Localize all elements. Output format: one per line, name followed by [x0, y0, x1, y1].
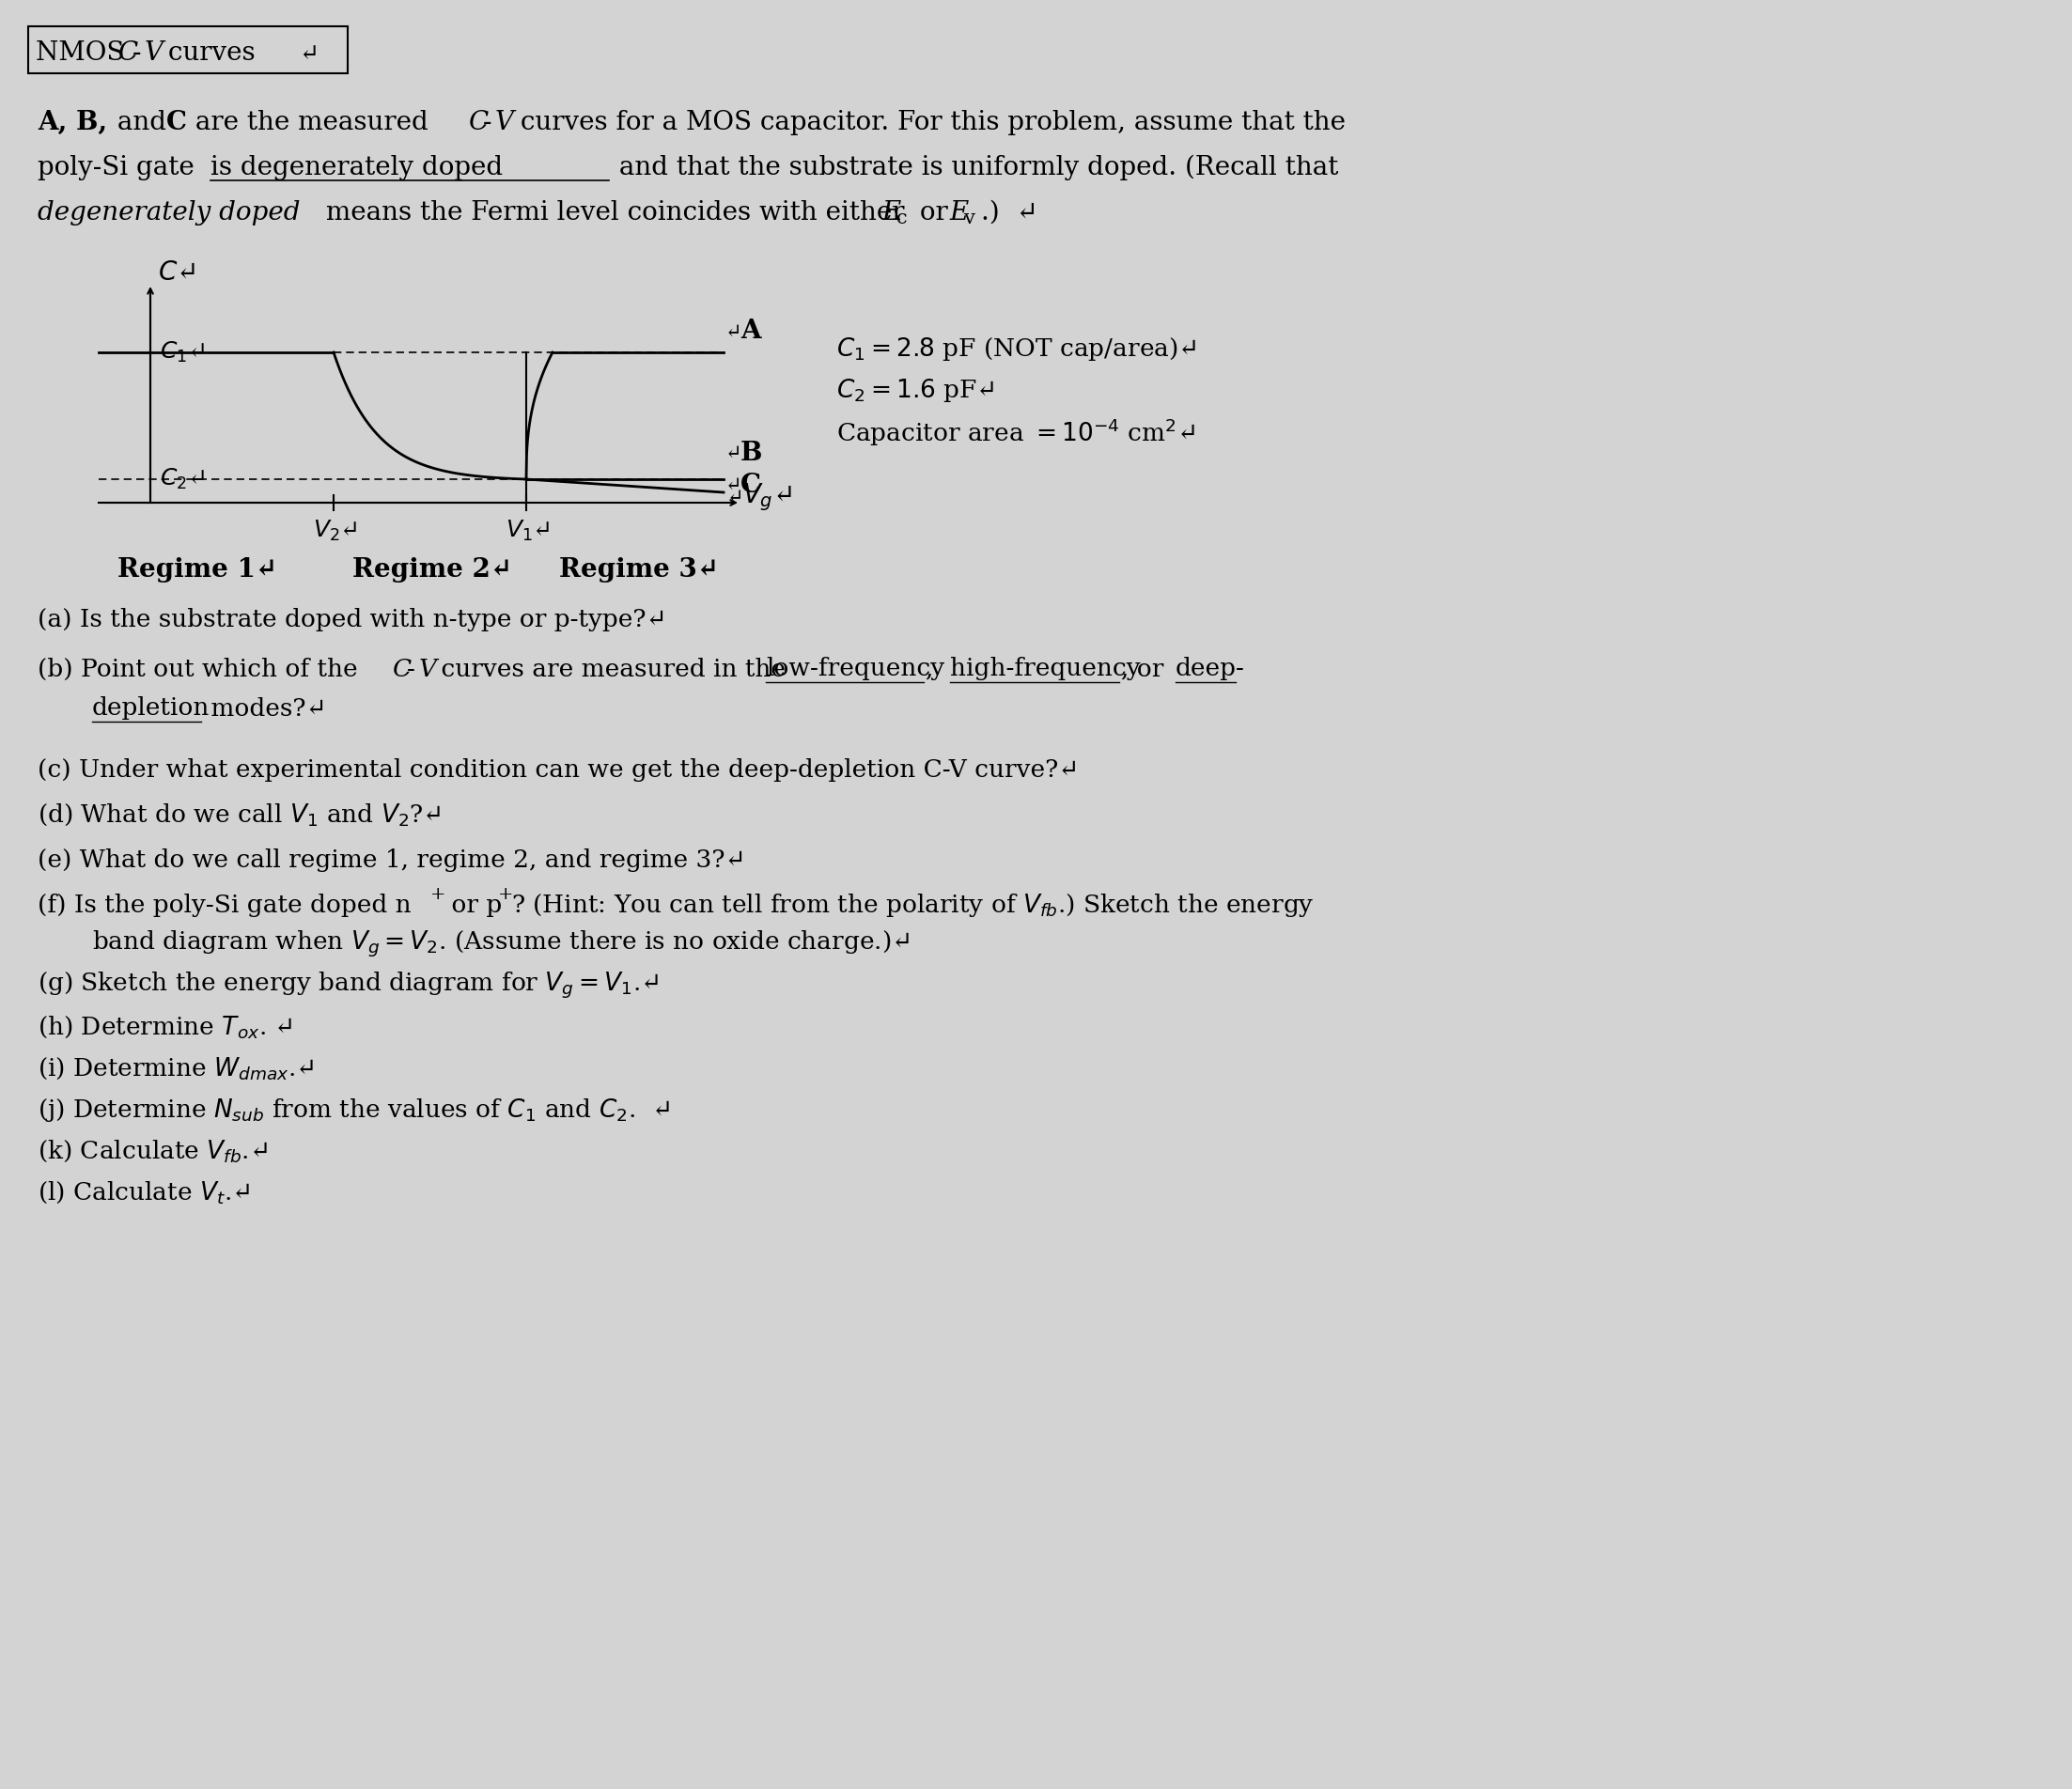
- Text: ↵: ↵: [725, 476, 742, 494]
- Text: V: V: [145, 41, 164, 66]
- Text: (b) Point out which of the: (b) Point out which of the: [37, 657, 365, 682]
- Text: degenerately doped: degenerately doped: [37, 200, 300, 225]
- Text: (e) What do we call regime 1, regime 2, and regime 3?↵: (e) What do we call regime 1, regime 2, …: [37, 848, 746, 871]
- Text: band diagram when $V_g = V_2$. (Assume there is no oxide charge.)↵: band diagram when $V_g = V_2$. (Assume t…: [91, 928, 910, 959]
- Text: is degenerately doped: is degenerately doped: [211, 154, 503, 181]
- Text: (c) Under what experimental condition can we get the deep-depletion C-V curve?↵: (c) Under what experimental condition ca…: [37, 759, 1080, 782]
- Text: low-frequency: low-frequency: [767, 657, 945, 682]
- Text: NMOS: NMOS: [35, 41, 133, 66]
- Text: , or: , or: [1121, 657, 1171, 682]
- Text: $C_2$↵: $C_2$↵: [160, 467, 205, 492]
- Text: ↵: ↵: [727, 488, 744, 506]
- Text: V: V: [495, 109, 514, 134]
- Text: B: B: [740, 440, 762, 465]
- Text: (j) Determine $N_{sub}$ from the values of $C_1$ and $C_2$.  ↵: (j) Determine $N_{sub}$ from the values …: [37, 1097, 669, 1123]
- Text: E: E: [949, 200, 968, 225]
- Text: $C_1$↵: $C_1$↵: [160, 340, 205, 365]
- Text: curves are measured in the: curves are measured in the: [433, 657, 794, 682]
- Text: -: -: [483, 109, 491, 134]
- Text: (a) Is the substrate doped with n-type or p-type?↵: (a) Is the substrate doped with n-type o…: [37, 608, 667, 632]
- Text: Regime 2↵: Regime 2↵: [352, 558, 512, 583]
- Text: C: C: [118, 41, 139, 66]
- Text: $V_1$↵: $V_1$↵: [506, 519, 551, 544]
- Text: ? (Hint: You can tell from the polarity of $V_{fb}$.) Sketch the energy: ? (Hint: You can tell from the polarity …: [512, 891, 1314, 918]
- Text: $V_g$↵: $V_g$↵: [742, 481, 792, 513]
- Text: V: V: [419, 657, 437, 682]
- Text: C: C: [468, 109, 489, 134]
- Text: depletion: depletion: [91, 696, 209, 721]
- Text: -: -: [133, 41, 141, 66]
- Text: (d) What do we call $V_1$ and $V_2$?↵: (d) What do we call $V_1$ and $V_2$?↵: [37, 801, 441, 828]
- Text: ↵: ↵: [725, 322, 742, 340]
- Text: E: E: [881, 200, 901, 225]
- Text: modes?↵: modes?↵: [203, 696, 327, 721]
- Text: +: +: [431, 886, 445, 903]
- Text: -: -: [406, 657, 414, 682]
- Text: (i) Determine $W_{dmax}$.↵: (i) Determine $W_{dmax}$.↵: [37, 1056, 315, 1082]
- Text: curves: curves: [160, 41, 255, 66]
- Text: ↵: ↵: [725, 444, 742, 462]
- FancyBboxPatch shape: [29, 27, 348, 73]
- Text: ↵: ↵: [298, 43, 319, 64]
- Text: $C_2 = 1.6$ pF↵: $C_2 = 1.6$ pF↵: [837, 376, 995, 404]
- Text: v: v: [963, 209, 976, 227]
- Text: $C$↵: $C$↵: [157, 259, 195, 284]
- Text: A, B,: A, B,: [37, 109, 108, 134]
- Text: Capacitor area $= 10^{-4}$ cm$^2$↵: Capacitor area $= 10^{-4}$ cm$^2$↵: [837, 417, 1196, 447]
- Text: C: C: [740, 472, 760, 497]
- Text: A: A: [740, 318, 760, 343]
- Text: C: C: [166, 109, 186, 134]
- Text: Regime 1↵: Regime 1↵: [118, 558, 278, 583]
- Text: $C_1 = 2.8$ pF (NOT cap/area)↵: $C_1 = 2.8$ pF (NOT cap/area)↵: [837, 336, 1196, 363]
- Text: (f) Is the poly-Si gate doped n: (f) Is the poly-Si gate doped n: [37, 893, 410, 916]
- Text: (k) Calculate $V_{fb}$.↵: (k) Calculate $V_{fb}$.↵: [37, 1138, 267, 1165]
- Text: C: C: [394, 657, 412, 682]
- Text: means the Fermi level coincides with either: means the Fermi level coincides with eit…: [317, 200, 914, 225]
- Text: +: +: [497, 886, 514, 903]
- Text: (h) Determine $T_{ox}$. ↵: (h) Determine $T_{ox}$. ↵: [37, 1014, 292, 1039]
- Text: .)  ↵: .) ↵: [980, 200, 1038, 225]
- Text: or p: or p: [443, 893, 501, 916]
- Text: (l) Calculate $V_t$.↵: (l) Calculate $V_t$.↵: [37, 1179, 251, 1206]
- Text: or: or: [912, 200, 957, 225]
- Text: $V_2$↵: $V_2$↵: [313, 519, 358, 544]
- Text: poly-Si gate: poly-Si gate: [37, 154, 203, 181]
- Text: Regime 3↵: Regime 3↵: [559, 558, 719, 583]
- Text: deep-: deep-: [1175, 657, 1245, 682]
- Text: high-frequency: high-frequency: [951, 657, 1140, 682]
- Text: c: c: [897, 209, 908, 227]
- Text: (g) Sketch the energy band diagram for $V_g = V_1$.↵: (g) Sketch the energy band diagram for $…: [37, 970, 659, 1000]
- Text: ,: ,: [926, 657, 941, 682]
- Text: and that the substrate is uniformly doped. (Recall that: and that the substrate is uniformly dope…: [611, 154, 1339, 181]
- Text: curves for a MOS capacitor. For this problem, assume that the: curves for a MOS capacitor. For this pro…: [512, 109, 1345, 134]
- Text: and: and: [110, 109, 174, 134]
- Text: are the measured: are the measured: [186, 109, 437, 134]
